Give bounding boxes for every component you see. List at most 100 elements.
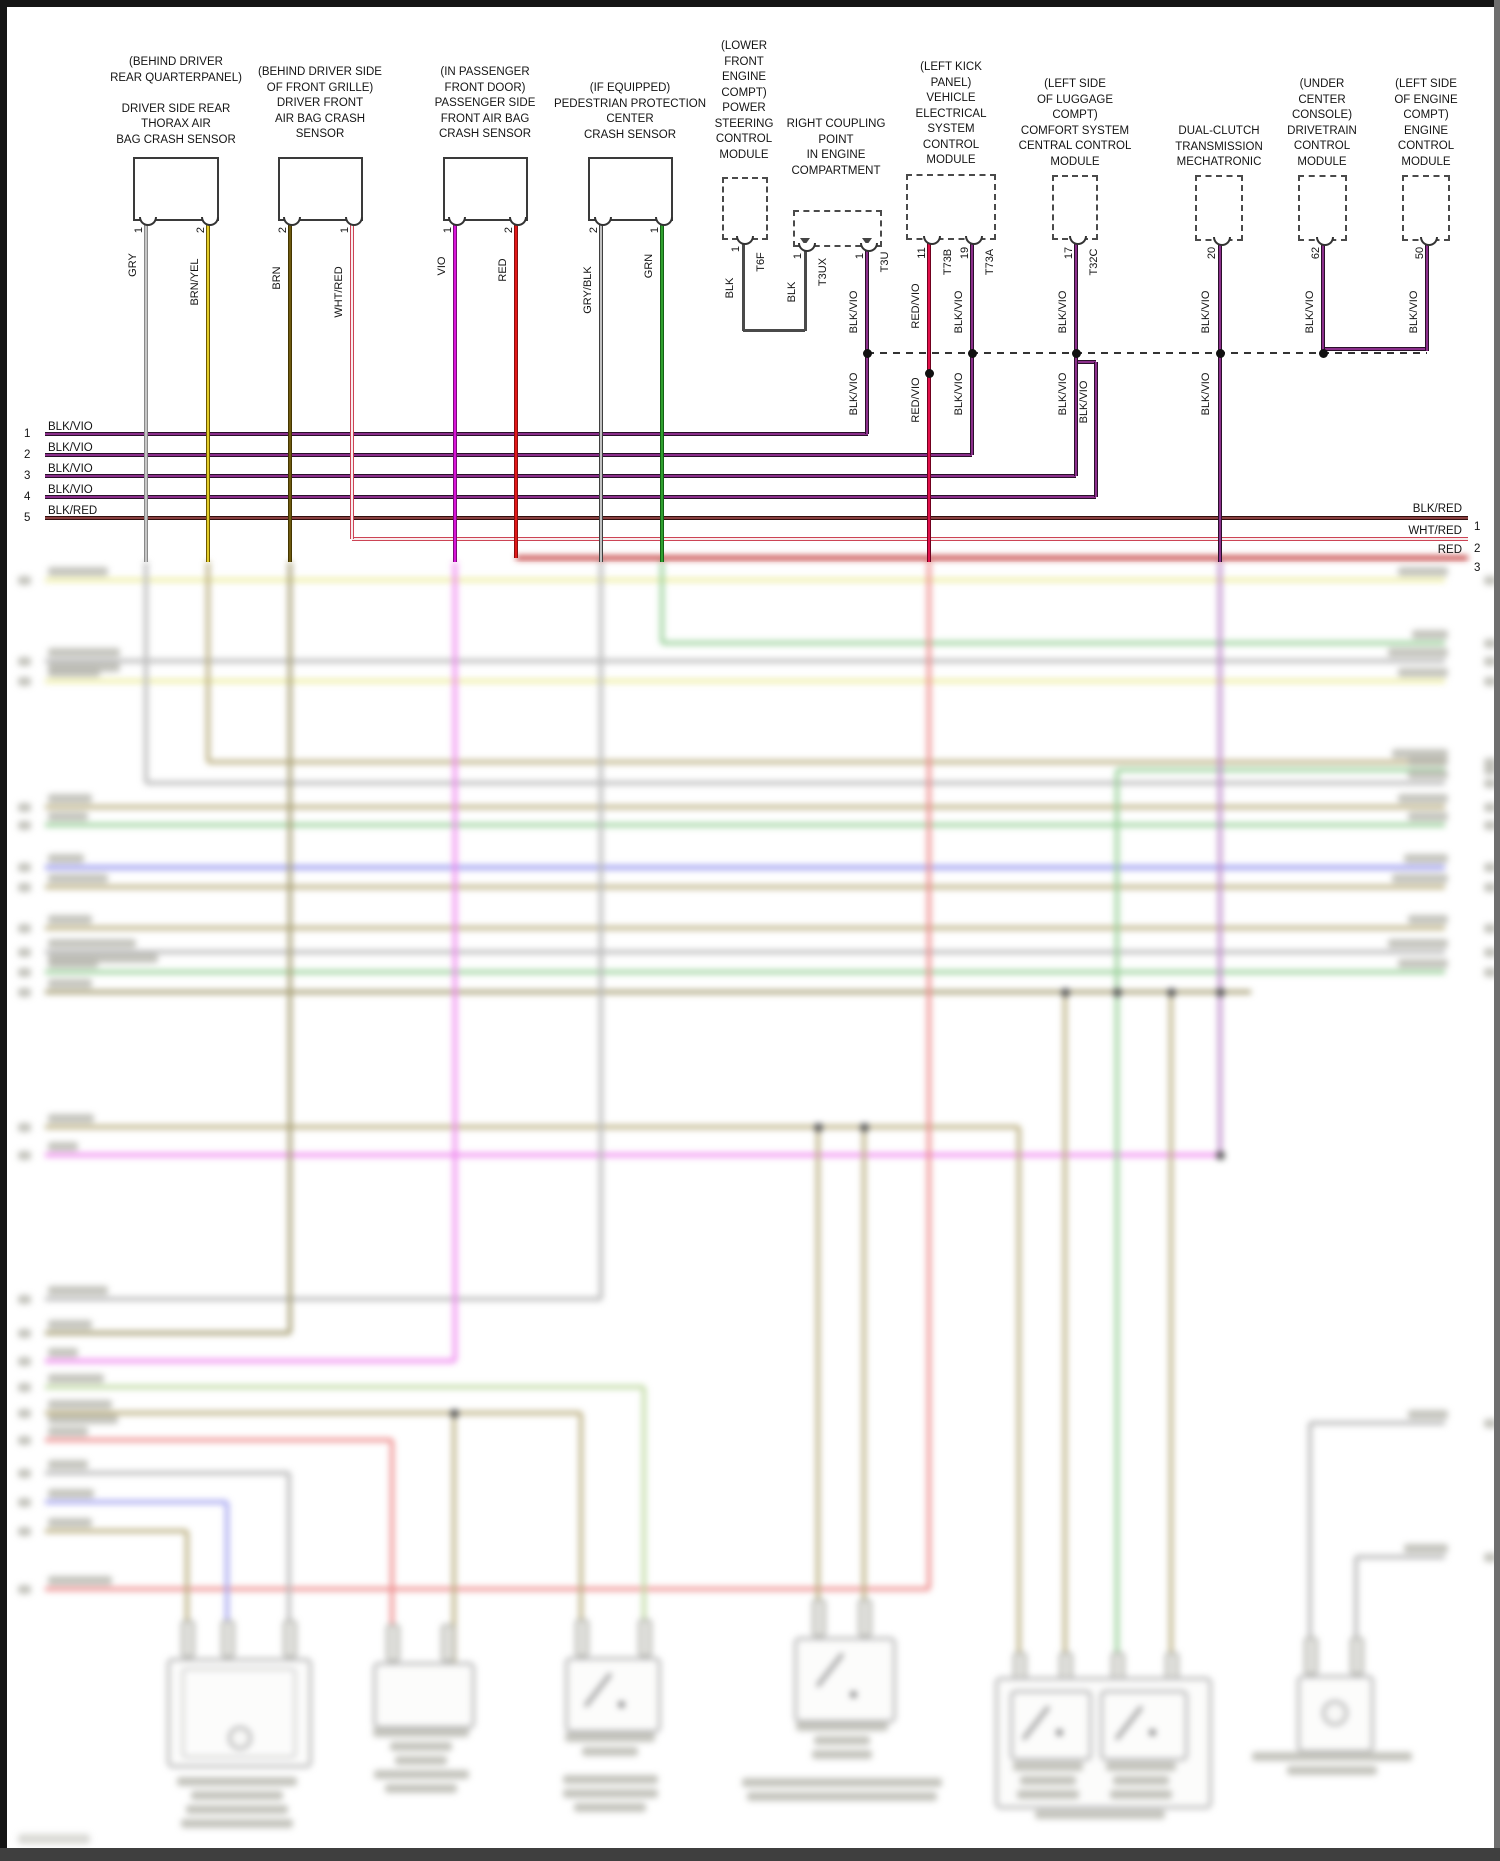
blurred-pin-number [18, 863, 31, 872]
vehicle-electrical-system-control-module-label: (LEFT KICK [920, 61, 982, 73]
blurred-wire-label [1398, 959, 1448, 968]
wire-v-b_olv [579, 1413, 583, 1657]
wire-v-b_gry [287, 1473, 291, 1658]
wire-label: T73A [984, 248, 996, 276]
engine-control-module-box [1402, 175, 1450, 241]
blurred-wire-label [48, 1489, 94, 1498]
blurred-pin-number [18, 677, 31, 686]
blurred-wire-label [48, 567, 108, 576]
pedestrian-protection-center-crash-sensor-box [588, 157, 673, 221]
blurred-pin-number [1484, 779, 1497, 788]
junction-dot [450, 1409, 459, 1418]
engine-control-module-label: ENGINE [1403, 124, 1449, 137]
row-number: 5 [24, 512, 31, 524]
blurred-component-label [177, 1777, 297, 1786]
blurred-wire-label [1412, 630, 1448, 639]
pin-number: 20 [1206, 246, 1218, 260]
blurred-wire-label [1388, 939, 1448, 948]
driver-side-rear-thorax-air-bag-crash-sensor-label: DRIVER SIDE REAR [121, 102, 231, 115]
wire-v-b_gry [1354, 1557, 1358, 1675]
wire-h-b_mag [45, 1359, 455, 1363]
engine-control-module-label: MODULE [1401, 155, 1451, 168]
wire-v-BRN [288, 221, 292, 562]
blurred-pin-number [18, 1295, 31, 1304]
blurred-pin-number [1484, 758, 1497, 767]
pin-number: 19 [959, 246, 971, 260]
vehicle-electrical-system-control-module-label: SYSTEM [927, 123, 975, 135]
blurred-component-label [562, 1775, 658, 1784]
wire-label: GRN [643, 253, 655, 279]
blurred-wire-label [48, 1286, 108, 1295]
blurred-pin-number [18, 1357, 31, 1366]
junction-dot [924, 368, 934, 378]
wire-label: RED/VIO [910, 377, 922, 423]
blurred-component-label [582, 1747, 638, 1756]
dual-clutch-transmission-mechatronic-label: MECHATRONIC [1176, 156, 1262, 168]
blurred-wire-label [48, 1427, 88, 1436]
junction-dot [1215, 348, 1225, 358]
drivetrain-control-module-label: (UNDER [1299, 78, 1345, 90]
frame-left [0, 0, 7, 1861]
wire-h-RED [516, 556, 1468, 560]
frame-bottom-bar [0, 1848, 1500, 1861]
pin-arc [345, 217, 363, 226]
bus-wire-label: WHT/RED [1408, 525, 1462, 537]
blurred-pin-number [18, 968, 31, 977]
wire-h-b_gry [45, 950, 1445, 954]
wire-v-b_olv [185, 1531, 189, 1658]
blurred-wire-label [48, 1348, 78, 1357]
pin-number: 1 [339, 226, 351, 234]
engine-control-module-label: CONTROL [1397, 140, 1455, 152]
pin-number: 1 [730, 245, 742, 253]
power-steering-control-module-label: COMPT) [721, 86, 767, 99]
blurred-pin-number [18, 924, 31, 933]
wire-v-b_gry [599, 562, 603, 1299]
blurred-component-label [1020, 1776, 1076, 1785]
wire-v-b_dolv [288, 562, 292, 1333]
blurred-wire-label [48, 959, 98, 968]
blurred-wire-label [48, 979, 92, 988]
blurred-component-label [1035, 1810, 1165, 1819]
row-number: 2 [24, 449, 31, 461]
blurred-component-label [574, 1803, 646, 1812]
blurred-wire-label [48, 1320, 92, 1329]
wire-h-b_olv [45, 1125, 1019, 1129]
power-steering-control-module-box [722, 177, 768, 240]
blurred-pin-number [1484, 863, 1497, 872]
blurred-pin-number [1484, 968, 1497, 977]
wire-label: BLK/VIO [1200, 372, 1212, 416]
wire-v-b_blu [225, 1502, 229, 1658]
pin-arc [1213, 237, 1231, 246]
dual-clutch-transmission-mechatronic-label: TRANSMISSION [1175, 140, 1263, 153]
wire-v-b_olv [452, 1413, 456, 1662]
wire-h-BLKVIO [1323, 347, 1427, 351]
wire-v-BLKVIO [1218, 241, 1222, 562]
blurred-pin-symbol [858, 1599, 872, 1637]
wire-v-BRNYEL [206, 221, 210, 562]
row-number: 3 [24, 470, 31, 482]
wire-label: T3UX [817, 257, 829, 287]
drivetrain-control-module-label: CONSOLE) [1291, 109, 1353, 121]
blurred-switch-contact [850, 1691, 857, 1698]
blurred-wire-label [48, 1576, 112, 1585]
row-number: 1 [1474, 521, 1481, 533]
blurred-pin-number [18, 1469, 31, 1478]
wire-v-BLK [803, 247, 807, 331]
driver-front-air-bag-crash-sensor-label: DRIVER FRONT [276, 97, 364, 109]
blurred-pin-number [18, 988, 31, 997]
coupling-arrow-icon [800, 238, 810, 245]
wire-label: T73B [942, 248, 954, 276]
wire-h-BLKRED [45, 516, 1468, 520]
pin-arc [594, 217, 612, 226]
vehicle-electrical-system-control-module-label: MODULE [926, 154, 976, 166]
blurred-wire-label [48, 1460, 88, 1469]
wire-h-b_olv [45, 1529, 187, 1533]
wire-v-BLKVIO [1321, 241, 1325, 353]
blurred-pin-number [1484, 803, 1497, 812]
pin-arc [448, 217, 466, 226]
wire-v-BLKVIO [1094, 362, 1098, 497]
wire-label: BLK/VIO [848, 372, 860, 416]
power-steering-control-module-label: CONTROL [715, 133, 773, 145]
junction-dot [1071, 348, 1081, 358]
